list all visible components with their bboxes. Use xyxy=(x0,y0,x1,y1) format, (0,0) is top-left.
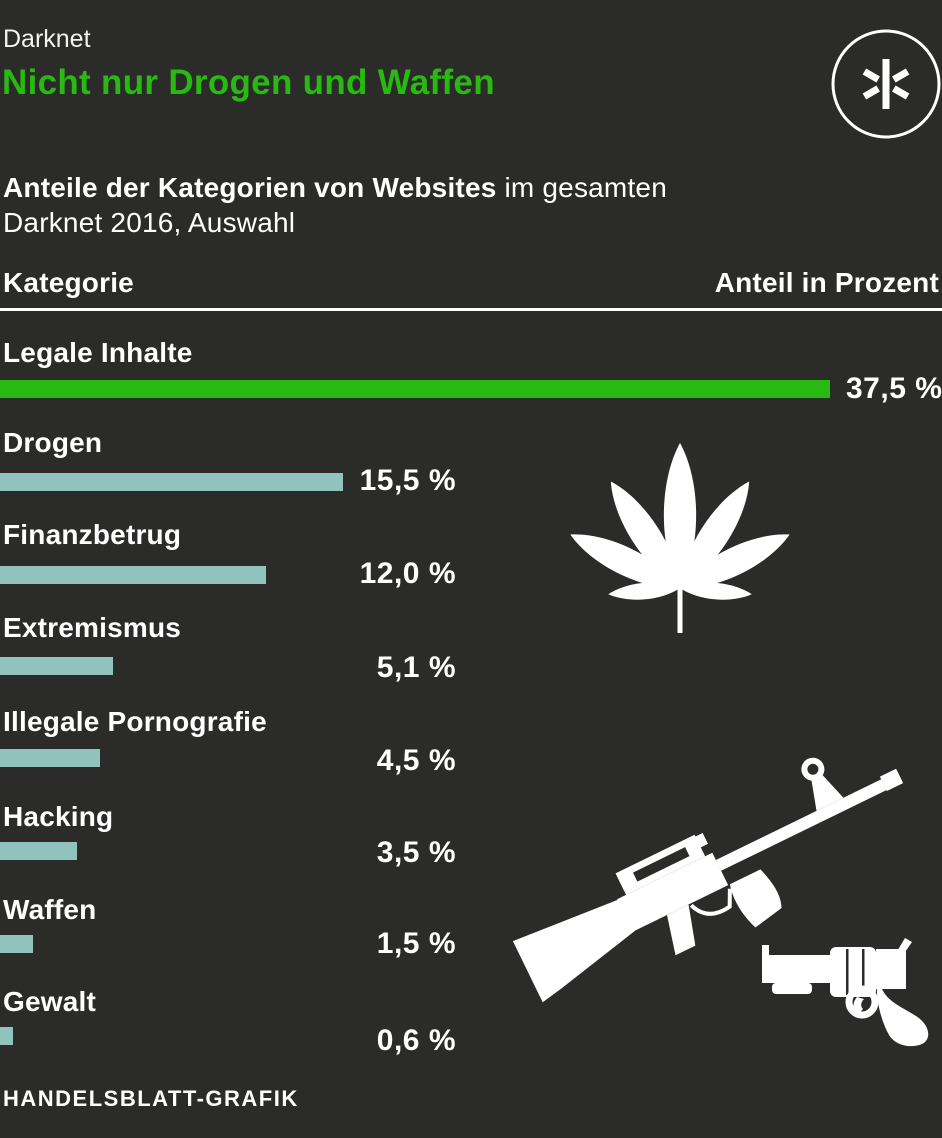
category-bar xyxy=(0,1027,13,1045)
value-label: 0,6 % xyxy=(376,1024,456,1057)
category-bar xyxy=(0,935,33,953)
value-label: 4,5 % xyxy=(376,744,456,777)
value-label: 37,5 % xyxy=(846,372,942,405)
category-bar xyxy=(0,566,266,584)
column-header-category: Kategorie xyxy=(3,267,134,298)
subtitle-bold: Anteile der Kategorien von Websites xyxy=(3,172,497,203)
category-bar xyxy=(0,842,77,860)
category-label: Drogen xyxy=(3,427,103,458)
page-title: Nicht nur Drogen und Waffen xyxy=(2,63,495,102)
category-label: Hacking xyxy=(3,801,114,832)
category-bar xyxy=(0,657,113,675)
kicker: Darknet xyxy=(3,25,91,53)
footer-credit: HANDELSBLATT-GRAFIK xyxy=(3,1086,299,1111)
category-label: Extremismus xyxy=(3,612,182,643)
column-header-share: Anteil in Prozent xyxy=(714,267,939,298)
category-bar xyxy=(0,380,830,398)
category-label: Finanzbetrug xyxy=(3,519,182,550)
category-bar xyxy=(0,749,100,767)
value-label: 12,0 % xyxy=(359,557,456,590)
value-label: 5,1 % xyxy=(376,651,456,684)
category-label: Illegale Pornografie xyxy=(3,706,267,737)
subtitle-rest: im gesamten xyxy=(496,172,667,203)
value-label: 3,5 % xyxy=(376,836,456,869)
category-bar xyxy=(0,473,343,491)
category-label: Legale Inhalte xyxy=(3,337,193,368)
header-rule xyxy=(0,308,942,311)
category-label: Gewalt xyxy=(3,986,97,1017)
subtitle-line2: Darknet 2016, Auswahl xyxy=(3,207,296,238)
value-label: 15,5 % xyxy=(359,464,456,497)
value-label: 1,5 % xyxy=(376,927,456,960)
subtitle: Anteile der Kategorien von Websites im g… xyxy=(3,170,667,240)
category-label: Waffen xyxy=(3,894,97,925)
